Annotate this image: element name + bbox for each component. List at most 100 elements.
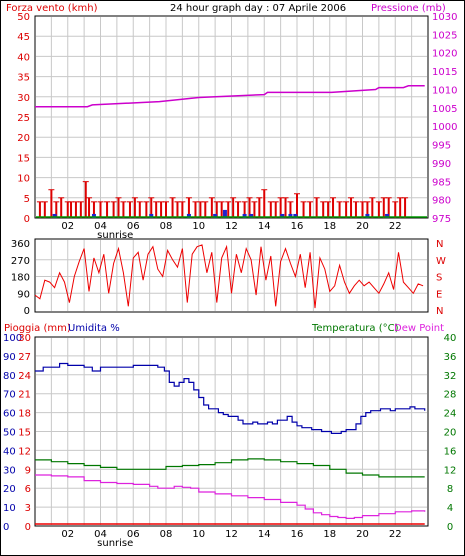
wind-tick-label: 40 — [17, 52, 30, 63]
gust-bar — [149, 213, 154, 218]
wind-bar — [199, 201, 202, 218]
wind-tick-label: 10 — [17, 174, 30, 185]
wind-bar — [220, 201, 223, 218]
x-tick-label: 10 — [192, 529, 205, 540]
humidity-tick-label: 70 — [3, 390, 16, 401]
compass-tick-label: S — [436, 273, 442, 284]
wind-bar — [243, 201, 246, 218]
gust-bar — [249, 213, 254, 218]
wind-bar — [187, 197, 190, 218]
wind-bar — [38, 201, 41, 218]
wind-bar — [88, 197, 91, 218]
humidity-tick-label: 60 — [3, 409, 16, 420]
wind-bar — [138, 201, 141, 218]
wind-bar — [315, 197, 318, 218]
rain-axis-title: Pioggia (mm) — [4, 323, 71, 334]
humidity-tick-label: 100 — [3, 333, 22, 344]
x-tick-label: 04 — [94, 221, 107, 232]
wind-bar — [327, 201, 330, 218]
wind-tick-label: 5 — [24, 194, 30, 205]
pressure-line — [35, 85, 425, 108]
pressure-tick-label: 1015 — [432, 67, 457, 78]
pressure-tick-label: 1030 — [432, 12, 457, 23]
wind-bar — [366, 201, 369, 218]
temperature-tick-label: 8 — [447, 484, 453, 495]
x-tick-label: 16 — [291, 529, 304, 540]
rain-tick-label: 27 — [18, 352, 31, 363]
pressure-tick-label: 990 — [432, 159, 451, 170]
gust-bar — [242, 213, 247, 218]
x-tick-label: 10 — [192, 221, 205, 232]
humidity-tick-label: 80 — [3, 371, 16, 382]
wind-tick-label: 0 — [24, 214, 30, 225]
wind-bar — [50, 189, 53, 218]
wind-bar — [354, 201, 357, 218]
wind-bar — [332, 197, 335, 218]
x-tick-label: 08 — [160, 221, 173, 232]
wind-bar — [237, 201, 240, 218]
temperature-tick-label: 4 — [447, 503, 453, 514]
wind-direction-line — [34, 244, 424, 309]
temperature-tick-label: 20 — [444, 428, 457, 439]
rain-tick-label: 3 — [25, 503, 31, 514]
wind-bar — [160, 201, 163, 218]
wind-bar — [279, 197, 282, 218]
wind-bar — [394, 201, 397, 218]
wind-tick-label: 25 — [17, 113, 30, 124]
wind-bar — [350, 197, 353, 218]
rain-tick-label: 18 — [18, 409, 31, 420]
gust-bar — [222, 209, 227, 218]
wind-bar — [322, 201, 325, 218]
wind-bar — [371, 197, 374, 218]
wind-bar — [171, 197, 174, 218]
wind-bar — [79, 201, 82, 218]
wind-bar — [253, 201, 256, 218]
x-tick-label: 22 — [389, 529, 402, 540]
x-tick-label: 14 — [258, 221, 271, 232]
wind-bar — [227, 201, 230, 218]
humidity-tick-label: 0 — [3, 522, 9, 533]
x-tick-label: 20 — [356, 221, 369, 232]
wind-bar — [263, 189, 266, 218]
x-tick-label: 02 — [61, 529, 74, 540]
pressure-tick-label: 1000 — [432, 122, 457, 133]
wind-bar — [345, 201, 348, 218]
x-tick-label: 18 — [323, 529, 336, 540]
grid-layer — [36, 17, 427, 525]
wind-bar — [269, 201, 272, 218]
sunrise-label: sunrise — [97, 538, 133, 549]
wind-bar — [84, 181, 87, 218]
temperature-tick-label: 32 — [444, 371, 457, 382]
dewpoint-axis-title: Dew Point — [394, 323, 444, 334]
rain-tick-label: 6 — [25, 484, 31, 495]
wind-bar — [150, 197, 153, 218]
wind-tick-label: 45 — [17, 32, 30, 43]
humidity-tick-label: 40 — [3, 446, 16, 457]
wind-bar — [382, 197, 385, 218]
temperature-tick-label: 0 — [447, 522, 453, 533]
temperature-tick-label: 40 — [444, 333, 457, 344]
wind-bar — [289, 201, 292, 218]
wind-bar — [155, 201, 158, 218]
pressure-tick-label: 980 — [432, 196, 451, 207]
wind-bar — [60, 197, 63, 218]
wind-tick-label: 30 — [17, 93, 30, 104]
x-tick-label: 14 — [258, 529, 271, 540]
humidity-line — [35, 362, 426, 434]
wind-bar — [296, 193, 298, 218]
wind-bar — [194, 201, 197, 218]
wind-bar — [274, 201, 277, 218]
wind-bar — [361, 201, 364, 218]
wind-bar — [55, 201, 58, 218]
direction-panel-frame — [34, 238, 429, 313]
direction-tick-label: 360 — [11, 239, 30, 250]
wind-tick-label: 15 — [17, 153, 30, 164]
wind-bar — [404, 197, 407, 218]
wind-bar — [181, 201, 184, 218]
rain-tick-label: 0 — [25, 522, 31, 533]
temperature-tick-label: 12 — [444, 465, 457, 476]
wind-tick-label: 35 — [17, 73, 30, 84]
direction-tick-label: 0 — [24, 306, 30, 317]
x-tick-label: 08 — [160, 529, 173, 540]
